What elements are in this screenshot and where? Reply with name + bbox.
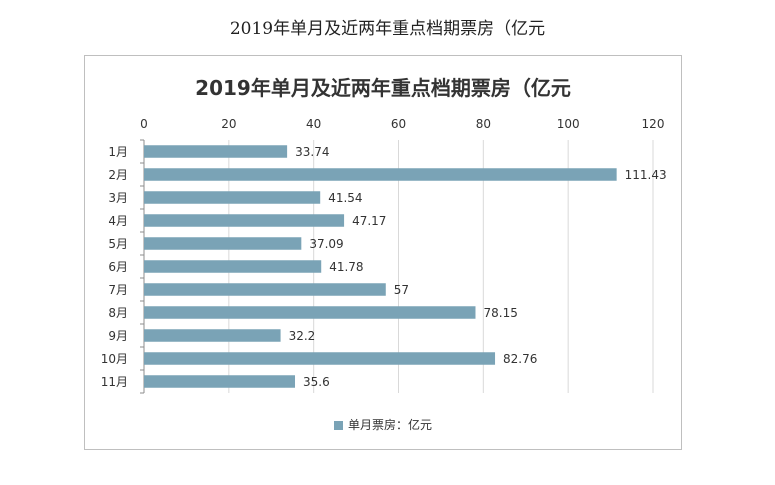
category-label: 5月 [108, 237, 128, 251]
page-caption: 2019年单月及近两年重点档期票房（亿元 [229, 19, 546, 39]
x-tick-label: 40 [306, 117, 321, 131]
bar [144, 352, 496, 365]
category-label: 3月 [108, 191, 128, 205]
data-label: 41.78 [329, 260, 363, 274]
data-label: 35.6 [303, 375, 330, 389]
bar-chart: 0 20 40 60 80 100 120 1月 33.74 2月 111.43 3月 41.54 4月 4… [101, 117, 667, 394]
data-label: 33.74 [295, 145, 329, 159]
bar [144, 329, 281, 342]
bar [144, 168, 617, 181]
data-label: 57 [394, 283, 409, 297]
x-tick-label: 100 [557, 117, 580, 131]
legend-swatch [333, 421, 343, 430]
x-tick-label: 0 [140, 117, 148, 131]
category-label: 6月 [108, 260, 128, 274]
category-label: 2月 [108, 168, 128, 182]
data-label: 41.54 [328, 191, 362, 205]
category-label: 10月 [101, 352, 128, 366]
chart-frame: 2019年单月及近两年重点档期票房（亿元 0 20 40 60 80 100 120 1月 33… [84, 55, 682, 450]
category-label: 9月 [108, 329, 128, 343]
legend: 单月票房：亿元 [85, 416, 681, 433]
data-label: 32.2 [289, 329, 316, 343]
category-label: 8月 [108, 306, 128, 320]
data-label: 78.15 [483, 306, 517, 320]
x-tick-label: 60 [391, 117, 406, 131]
category-label: 1月 [108, 145, 128, 159]
data-label: 82.76 [503, 352, 537, 366]
x-tick-label: 80 [476, 117, 491, 131]
bar [144, 191, 321, 204]
category-label: 11月 [101, 375, 128, 389]
data-label: 111.43 [625, 168, 667, 182]
bar [144, 260, 322, 273]
bar [144, 283, 386, 296]
chart-title: 2019年单月及近两年重点档期票房（亿元 [195, 76, 571, 100]
bar [144, 145, 288, 158]
bar [144, 375, 296, 388]
legend-label: 单月票房：亿元 [347, 418, 432, 432]
category-label: 7月 [108, 283, 128, 297]
bar [144, 306, 476, 319]
data-label: 47.17 [352, 214, 386, 228]
x-tick-label: 120 [642, 117, 665, 131]
data-label: 37.09 [309, 237, 343, 251]
bar [144, 237, 302, 250]
category-label: 4月 [108, 214, 128, 228]
bar [144, 214, 345, 227]
x-tick-label: 20 [221, 117, 236, 131]
